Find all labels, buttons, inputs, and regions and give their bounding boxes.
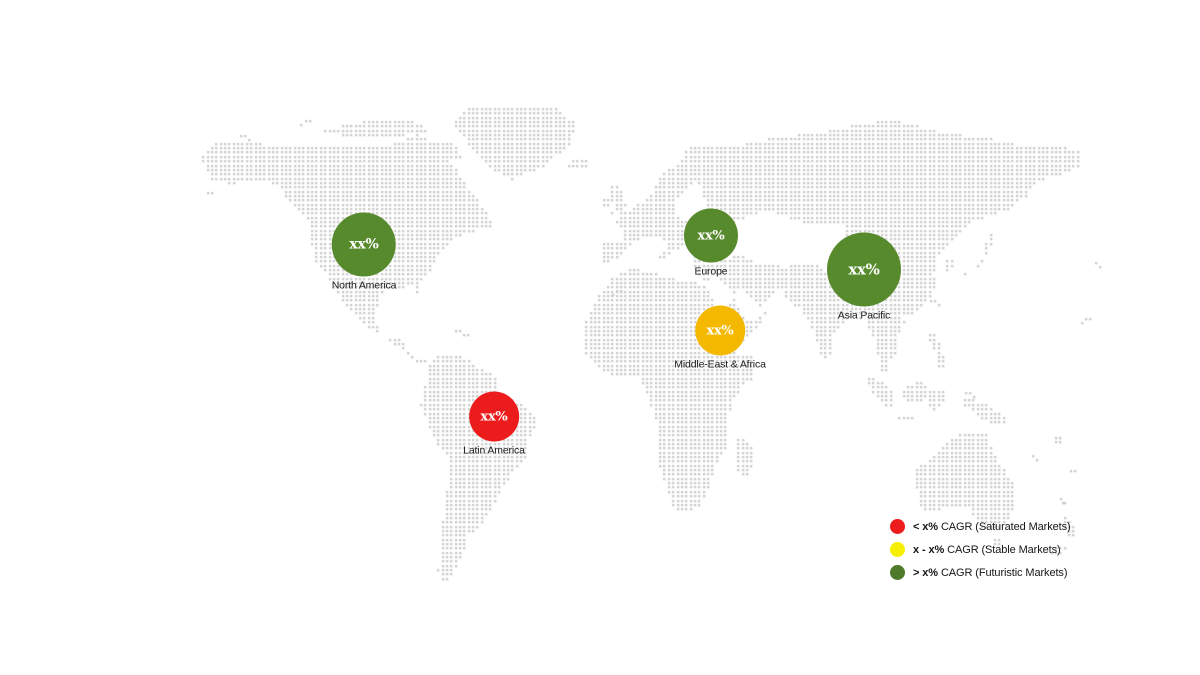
region-label-latin-america: Latin America — [463, 444, 525, 457]
region-bubble-value-europe: xx% — [684, 208, 738, 263]
region-label-asia-pacific: Asia Pacific — [837, 309, 891, 322]
region-bubble-value-asia-pacific: xx% — [827, 232, 901, 307]
legend: < x% CAGR (Saturated Markets) x - x% CAGR… — [890, 519, 1071, 580]
legend-dot-saturated — [890, 519, 905, 534]
region-bubble-middle-east-africa[interactable]: xx% Middle-East & Africa — [674, 305, 766, 371]
region-bubble-value-latin-america: xx% — [468, 391, 519, 442]
region-bubble-latin-america[interactable]: xx% Latin America — [463, 391, 525, 457]
legend-item-stable[interactable]: x - x% CAGR (Stable Markets) — [890, 542, 1071, 557]
region-label-middle-east-africa: Middle-East & Africa — [674, 358, 766, 371]
region-bubble-value-north-america: xx% — [331, 212, 396, 277]
region-bubble-north-america[interactable]: xx% North America — [331, 212, 397, 292]
region-bubble-asia-pacific[interactable]: xx% Asia Pacific — [827, 232, 901, 322]
legend-label-stable: x - x% CAGR (Stable Markets) — [913, 543, 1061, 556]
region-bubble-value-middle-east-africa: xx% — [694, 305, 745, 356]
legend-label-saturated: < x% CAGR (Saturated Markets) — [913, 520, 1071, 533]
legend-item-saturated[interactable]: < x% CAGR (Saturated Markets) — [890, 519, 1071, 534]
legend-label-futuristic: > x% CAGR (Futuristic Markets) — [913, 566, 1068, 579]
region-label-europe: Europe — [694, 265, 728, 278]
legend-dot-futuristic — [890, 565, 905, 580]
legend-item-futuristic[interactable]: > x% CAGR (Futuristic Markets) — [890, 565, 1071, 580]
region-label-north-america: North America — [331, 279, 397, 292]
region-bubble-europe[interactable]: xx% Europe — [684, 208, 738, 278]
legend-dot-stable — [890, 542, 905, 557]
